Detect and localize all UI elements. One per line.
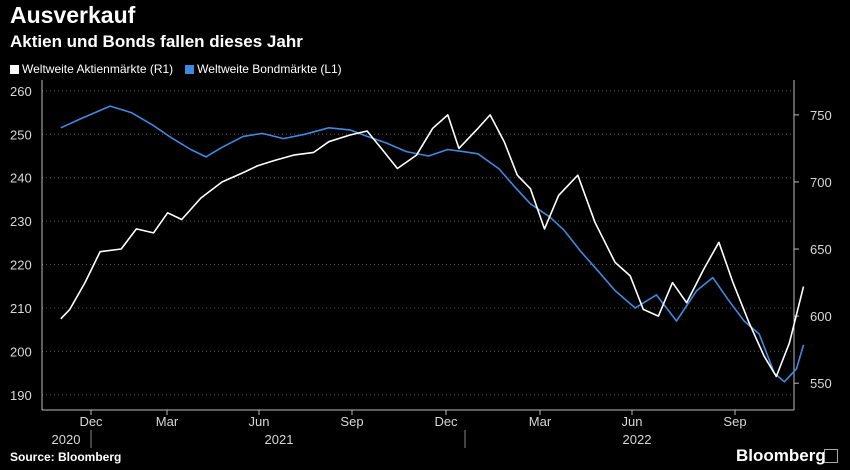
legend-swatch-equities	[10, 64, 19, 74]
legend-swatch-bonds	[185, 64, 195, 74]
x-tick-label: Jun	[622, 414, 643, 429]
x-tick-label: Sep	[723, 414, 746, 429]
source-note: Source: Bloomberg	[10, 450, 122, 464]
y-right-tick-label: 600	[810, 309, 832, 324]
x-tick-label: Jun	[249, 414, 270, 429]
legend-label-bonds: Weltweite Bondmärkte (L1)	[197, 62, 342, 76]
y-left-tick-label: 240	[10, 171, 32, 186]
legend: Weltweite Aktienmärkte (R1) Weltweite Bo…	[10, 62, 342, 76]
x-year-label: 2020	[52, 432, 81, 447]
y-left-tick-label: 260	[10, 84, 32, 99]
brand-logo: Bloomberg	[736, 446, 826, 465]
y-right-tick-label: 750	[810, 108, 832, 123]
chart-subtitle: Aktien und Bonds fallen dieses Jahr	[10, 32, 303, 51]
y-left-tick-label: 220	[10, 258, 32, 273]
legend-label-equities: Weltweite Aktienmärkte (R1)	[22, 62, 174, 76]
series-line-bonds	[60, 105, 805, 383]
y-left-tick-label: 190	[10, 388, 32, 403]
expand-icon	[824, 449, 838, 463]
series-line-equities	[60, 114, 805, 378]
y-left-tick-label: 250	[10, 127, 32, 142]
legend-item-equities: Weltweite Aktienmärkte (R1)	[10, 62, 173, 76]
legend-item-bonds: Weltweite Bondmärkte (L1)	[185, 62, 342, 76]
x-tick-label: Mar	[529, 414, 552, 429]
y-left-tick-label: 210	[10, 301, 32, 316]
y-left-tick-label: 230	[10, 214, 32, 229]
y-right-tick-label: 650	[810, 242, 832, 257]
x-tick-label: Dec	[434, 414, 458, 429]
x-year-label: 2021	[265, 432, 294, 447]
y-right-tick-label: 550	[810, 376, 832, 391]
x-tick-label: Mar	[156, 414, 179, 429]
x-year-label: 2022	[623, 432, 652, 447]
x-tick-label: Dec	[79, 414, 103, 429]
y-right-tick-label: 700	[810, 175, 832, 190]
chart-title: Ausverkauf	[10, 2, 136, 28]
y-left-tick-label: 200	[10, 344, 32, 359]
x-tick-label: Sep	[340, 414, 363, 429]
